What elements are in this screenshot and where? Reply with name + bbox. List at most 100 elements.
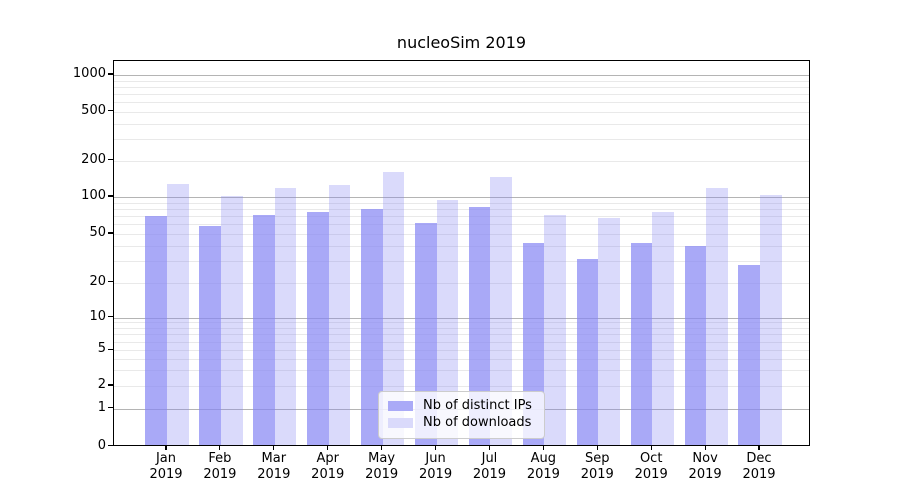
y-tick-mark-20	[108, 280, 113, 283]
y-tick-mark-10	[108, 315, 113, 318]
bars-layer	[114, 61, 809, 445]
gridline-y-200	[114, 160, 809, 162]
y-tick-mark-50	[108, 232, 113, 234]
gridlines-layer	[114, 61, 809, 445]
x-tick-label-jun: Jun 2019	[419, 451, 453, 482]
y-tick-mark-5	[108, 348, 113, 350]
y-tick-label-50: 50	[89, 225, 106, 240]
x-tick-mark-jun	[434, 446, 437, 450]
legend-label-downloads: Nb of downloads	[423, 415, 532, 430]
gridline-y-40	[114, 245, 809, 247]
bar-distinct-ips-jul	[468, 206, 491, 445]
x-tick-label-sep: Sep 2019	[580, 451, 614, 482]
y-tick-label-1000: 1000	[72, 66, 106, 81]
x-tick-mark-oct	[650, 446, 652, 450]
x-tick-label-dec: Dec 2019	[742, 451, 776, 482]
bar-downloads-oct	[652, 211, 674, 445]
y-tick-label-20: 20	[89, 273, 106, 289]
bar-downloads-aug	[544, 215, 566, 445]
y-tick-mark-100	[108, 195, 113, 197]
bar-distinct-ips-apr	[307, 211, 329, 445]
plot-area	[113, 60, 810, 446]
gridline-y-700	[114, 93, 809, 95]
bar-distinct-ips-dec	[738, 264, 760, 445]
bar-distinct-ips-sep	[576, 259, 599, 445]
gridline-y-50	[114, 234, 809, 235]
gridline-y-10	[114, 317, 809, 319]
x-tick-label-aug: Aug 2019	[526, 451, 560, 482]
gridline-y-100	[114, 197, 809, 198]
x-tick-mark-apr	[327, 446, 329, 450]
gridline-y-6	[114, 341, 809, 343]
x-tick-mark-feb	[219, 446, 221, 450]
x-tick-mark-aug	[542, 446, 544, 450]
gridline-y-9	[114, 322, 809, 324]
gridline-y-500	[114, 111, 809, 113]
bar-downloads-jan	[167, 183, 189, 445]
x-tick-label-oct: Oct 2019	[634, 451, 668, 482]
gridline-y-5	[114, 350, 809, 352]
y-tick-label-1: 1	[97, 399, 106, 415]
gridline-y-20	[114, 282, 809, 284]
bar-downloads-may	[382, 171, 405, 445]
gridline-y-70	[114, 216, 809, 218]
x-tick-mark-jul	[488, 446, 491, 450]
bar-distinct-ips-jun	[414, 223, 437, 445]
gridline-y-7	[114, 334, 809, 336]
bar-downloads-jul	[490, 176, 513, 445]
y-tick-label-0: 0	[97, 437, 106, 453]
gridline-y-60	[114, 224, 809, 226]
gridline-y-400	[114, 123, 809, 125]
legend-swatch-distinct-ips	[388, 401, 413, 411]
gridline-y-300	[114, 138, 809, 140]
y-tick-mark-1000	[108, 73, 113, 75]
bar-distinct-ips-may	[361, 208, 383, 445]
y-tick-mark-0	[108, 444, 113, 447]
bar-downloads-apr	[328, 184, 351, 445]
gridline-y-600	[114, 102, 809, 104]
legend-item-distinct-ips: Nb of distinct IPs	[388, 398, 536, 414]
y-tick-mark-500	[108, 110, 113, 112]
gridline-y-900	[114, 80, 809, 82]
bar-distinct-ips-jan	[145, 216, 167, 445]
gridline-y-90	[114, 202, 809, 204]
legend-label-distinct-ips: Nb of distinct IPs	[423, 398, 532, 413]
y-tick-label-500: 500	[81, 102, 106, 118]
bar-downloads-jun	[436, 200, 459, 445]
x-tick-mark-jan	[165, 446, 167, 450]
y-tick-label-10: 10	[89, 308, 106, 324]
x-tick-label-feb: Feb 2019	[203, 451, 237, 482]
x-tick-label-may: May 2019	[365, 451, 399, 482]
legend: Nb of distinct IPs Nb of downloads	[378, 391, 545, 439]
bar-distinct-ips-feb	[199, 226, 221, 445]
y-tick-label-100: 100	[81, 188, 106, 203]
x-tick-label-jul: Jul 2019	[472, 451, 506, 482]
y-tick-mark-200	[108, 158, 113, 161]
y-tick-label-5: 5	[97, 341, 106, 357]
x-tick-label-nov: Nov 2019	[688, 451, 722, 482]
chart-title: nucleoSim 2019	[396, 33, 527, 52]
gridline-y-3	[114, 370, 809, 372]
bar-downloads-sep	[598, 218, 620, 445]
x-tick-mark-may	[381, 446, 383, 450]
bar-downloads-dec	[760, 194, 782, 445]
x-tick-mark-nov	[704, 446, 706, 450]
bar-distinct-ips-nov	[684, 245, 707, 445]
x-tick-label-mar: Mar 2019	[257, 451, 291, 482]
x-tick-mark-sep	[596, 446, 598, 450]
bar-downloads-mar	[274, 188, 297, 445]
gridline-y-80	[114, 208, 809, 210]
legend-item-downloads: Nb of downloads	[388, 415, 536, 431]
gridline-y-30	[114, 261, 809, 263]
gridline-y-8	[114, 328, 809, 330]
y-tick-mark-2	[108, 384, 113, 386]
legend-swatch-downloads	[388, 418, 413, 428]
gridline-y-2	[114, 386, 809, 387]
gridline-y-4	[114, 358, 809, 360]
bar-distinct-ips-mar	[253, 214, 275, 445]
x-tick-label-jan: Jan 2019	[149, 451, 183, 482]
bar-downloads-feb	[220, 195, 243, 445]
y-tick-label-2: 2	[97, 377, 106, 392]
bar-distinct-ips-oct	[630, 243, 653, 445]
